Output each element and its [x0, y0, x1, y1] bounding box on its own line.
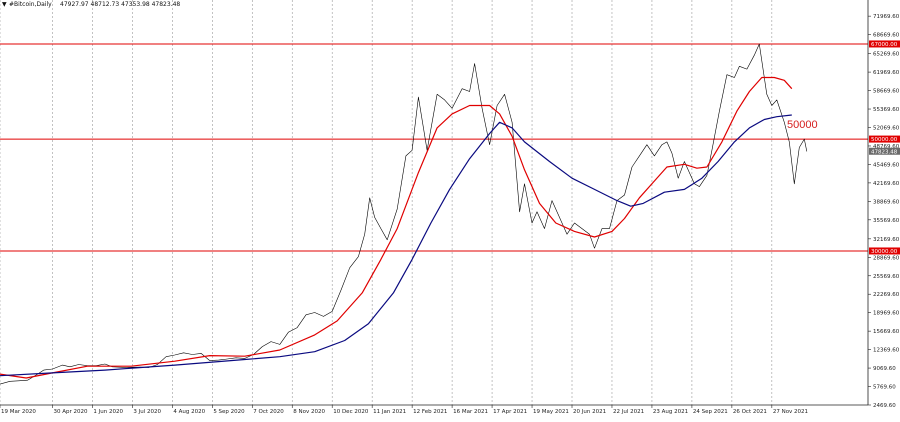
price-tick-label: 28869.60 [873, 255, 900, 261]
price-axis: 71969.60 68669.60 65269.60 61969.60 58669.60… [868, 14, 900, 409]
time-tick-label: 8 Nov 2020 [293, 409, 325, 415]
time-tick-label: 30 Apr 2020 [53, 409, 88, 415]
price-line [0, 43, 808, 385]
level-price-tag [869, 135, 900, 143]
price-tick-label: 45469.60 [873, 162, 900, 168]
plot-background [0, 0, 868, 405]
price-tick-label: 22269.60 [873, 292, 900, 298]
level-annotation: 50000 [787, 119, 818, 131]
current-price-tag-label: 47823.48 [871, 149, 898, 155]
price-tick-label: 18969.60 [873, 311, 900, 317]
time-tick-label: 20 Jun 2021 [573, 409, 606, 415]
time-tick-label: 17 Apr 2021 [493, 409, 527, 415]
time-tick-label: 26 Oct 2021 [733, 409, 767, 415]
grid [0, 0, 773, 405]
price-tick-label: 9069.60 [873, 366, 896, 372]
time-tick-label: 11 Jan 2021 [373, 409, 406, 415]
price-tick-label: 38869.60 [873, 199, 900, 205]
level-price-tag [869, 40, 900, 48]
time-tick-label: 24 Sep 2021 [693, 409, 728, 415]
time-tick-label: 4 Aug 2020 [173, 409, 205, 415]
level-price-tag-label: 30000.00 [871, 249, 898, 255]
price-tick-label: 52069.60 [873, 125, 900, 131]
price-tick-label: 68669.60 [873, 33, 900, 39]
price-tags: 67000.00 50000.00 30000.00 47823.48 [869, 40, 900, 255]
price-tick-label: 2469.60 [873, 403, 896, 409]
time-tick-label: 23 Aug 2021 [653, 409, 688, 415]
current-price-tag [869, 147, 900, 155]
price-tick-label: 61969.60 [873, 70, 900, 76]
time-axis: 19 Mar 2020 30 Apr 2020 1 Jun 2020 3 Jul 20… [0, 405, 808, 415]
time-tick-label: 10 Dec 2020 [333, 409, 369, 415]
price-tick-label: 5769.60 [873, 385, 896, 391]
header-arrow[interactable]: ▼ [2, 1, 7, 8]
header-symbol: #Bitcoin,Daily [9, 1, 52, 8]
price-tick-label: 32169.60 [873, 237, 900, 243]
time-tick-label: 22 Jul 2021 [613, 409, 644, 415]
ma-fast-line [0, 76, 793, 379]
level-price-tag-label: 67000.00 [871, 42, 898, 48]
price-tick-label: 58669.60 [873, 89, 900, 95]
time-tick-label: 3 Jul 2020 [133, 409, 161, 415]
time-tick-label: 19 May 2021 [533, 409, 569, 415]
time-tick-label: 12 Feb 2021 [413, 409, 447, 415]
time-tick-label: 16 Mar 2021 [453, 409, 488, 415]
price-tick-label: 71969.60 [873, 14, 900, 20]
price-tick-label: 15669.60 [873, 329, 900, 335]
level-price-tag [869, 247, 900, 255]
header-ohlc: 47927.97 48712.73 47353.98 47823.48 [60, 1, 180, 8]
series-layer [0, 43, 808, 385]
price-tick-label: 65269.60 [873, 52, 900, 58]
price-tick-label: 12369.60 [873, 348, 900, 354]
time-tick-label: 5 Sep 2020 [213, 409, 245, 415]
price-tick-label: 48769.60 [873, 144, 900, 150]
time-tick-label: 27 Nov 2021 [773, 409, 808, 415]
time-tick-label: 1 Jun 2020 [93, 409, 123, 415]
time-tick-label: 7 Oct 2020 [253, 409, 284, 415]
time-tick-label: 19 Mar 2020 [1, 409, 36, 415]
level-price-tag-label: 50000.00 [871, 137, 898, 143]
price-tick-label: 25569.60 [873, 274, 900, 280]
price-tick-label: 55369.60 [873, 107, 900, 113]
price-tick-label: 42169.60 [873, 181, 900, 187]
price-tick-label: 35569.60 [873, 218, 900, 224]
ma-slow-line [0, 114, 792, 377]
